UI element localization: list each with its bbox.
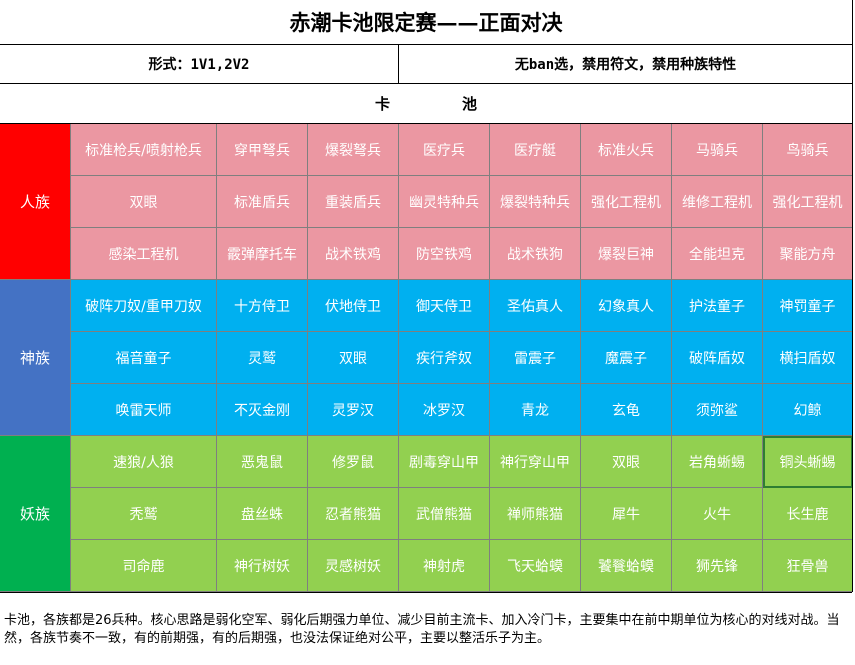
unit-cell[interactable]: 强化工程机 bbox=[581, 176, 672, 228]
unit-cell[interactable]: 唤雷天师 bbox=[71, 384, 217, 436]
race-block-demon: 妖族 速狼/人狼 恶鬼鼠 修罗鼠 剧毒穿山甲 神行穿山甲 双眼 岩角蜥蜴 铜头蜥蜴秃鹫 盘丝蛛 忍者… bbox=[0, 436, 853, 592]
unit-cell[interactable]: 幻象真人 bbox=[581, 280, 672, 332]
unit-cell[interactable]: 霰弹摩托车 bbox=[217, 228, 308, 280]
unit-cell[interactable]: 爆裂特种兵 bbox=[490, 176, 581, 228]
unit-cell[interactable]: 护法童子 bbox=[672, 280, 763, 332]
unit-cell[interactable]: 武僧熊猫 bbox=[399, 488, 490, 540]
unit-cell[interactable]: 青龙 bbox=[490, 384, 581, 436]
unit-cell[interactable]: 雷震子 bbox=[490, 332, 581, 384]
unit-cell[interactable]: 鸟骑兵 bbox=[763, 124, 853, 176]
pool-header-char-1: 卡 bbox=[374, 95, 390, 113]
unit-cell[interactable]: 医疗兵 bbox=[399, 124, 490, 176]
ban-rule: 无ban选，禁用符文，禁用种族特性 bbox=[514, 57, 737, 73]
unit-cell[interactable]: 医疗艇 bbox=[490, 124, 581, 176]
unit-cell[interactable]: 疾行斧奴 bbox=[399, 332, 490, 384]
unit-cell[interactable]: 神行树妖 bbox=[217, 540, 308, 592]
unit-cell[interactable]: 强化工程机 bbox=[763, 176, 853, 228]
unit-cell[interactable]: 幻鲸 bbox=[763, 384, 853, 436]
unit-cell[interactable]: 神行穿山甲 bbox=[490, 436, 581, 488]
unit-cell[interactable]: 全能坦克 bbox=[672, 228, 763, 280]
unit-cell[interactable]: 神射虎 bbox=[399, 540, 490, 592]
unit-cell[interactable]: 幽灵特种兵 bbox=[399, 176, 490, 228]
unit-cell[interactable]: 灵罗汉 bbox=[308, 384, 399, 436]
unit-cell[interactable]: 穿甲弩兵 bbox=[217, 124, 308, 176]
unit-cell[interactable]: 伏地侍卫 bbox=[308, 280, 399, 332]
unit-cell[interactable]: 饕餮蛤蟆 bbox=[581, 540, 672, 592]
unit-cell[interactable]: 狂骨兽 bbox=[763, 540, 853, 592]
unit-cell[interactable]: 盘丝蛛 bbox=[217, 488, 308, 540]
unit-cell[interactable]: 标准盾兵 bbox=[217, 176, 308, 228]
unit-cell[interactable]: 犀牛 bbox=[581, 488, 672, 540]
unit-cell[interactable]: 横扫盾奴 bbox=[763, 332, 853, 384]
race-label-human[interactable]: 人族 bbox=[0, 124, 71, 280]
pool-header-char-2: 池 bbox=[462, 95, 478, 113]
format-rule: 形式：1V1,2V2 bbox=[0, 45, 399, 83]
unit-cell[interactable]: 重装盾兵 bbox=[308, 176, 399, 228]
unit-cell[interactable]: 灵鹫 bbox=[217, 332, 308, 384]
unit-cell[interactable]: 防空铁鸡 bbox=[399, 228, 490, 280]
unit-cell[interactable]: 司命鹿 bbox=[71, 540, 217, 592]
unit-cell[interactable]: 飞天蛤蟆 bbox=[490, 540, 581, 592]
card-pool-header: 卡 池 bbox=[0, 84, 852, 124]
unit-cell[interactable]: 速狼/人狼 bbox=[71, 436, 217, 488]
unit-cell[interactable]: 战术铁鸡 bbox=[308, 228, 399, 280]
unit-cell[interactable]: 双眼 bbox=[308, 332, 399, 384]
unit-cell[interactable]: 须弥鲨 bbox=[672, 384, 763, 436]
unit-cell[interactable]: 圣佑真人 bbox=[490, 280, 581, 332]
unit-cell[interactable]: 铜头蜥蜴 bbox=[763, 436, 853, 488]
unit-cell[interactable]: 禅师熊猫 bbox=[490, 488, 581, 540]
race-block-human: 人族 标准枪兵/喷射枪兵 穿甲弩兵 爆裂弩兵 医疗兵 医疗艇 标准火兵 马骑兵 鸟骑兵双眼 标准盾… bbox=[0, 124, 853, 280]
unit-cell[interactable]: 聚能方舟 bbox=[763, 228, 853, 280]
unit-cell[interactable]: 修罗鼠 bbox=[308, 436, 399, 488]
unit-cell[interactable]: 不灭金刚 bbox=[217, 384, 308, 436]
unit-cell[interactable]: 破阵刀奴/重甲刀奴 bbox=[71, 280, 217, 332]
unit-cell[interactable]: 岩角蜥蜴 bbox=[672, 436, 763, 488]
unit-cell[interactable]: 秃鹫 bbox=[71, 488, 217, 540]
unit-cell[interactable]: 双眼 bbox=[581, 436, 672, 488]
unit-cell[interactable]: 福音童子 bbox=[71, 332, 217, 384]
unit-cell[interactable]: 爆裂弩兵 bbox=[308, 124, 399, 176]
unit-cell[interactable]: 冰罗汉 bbox=[399, 384, 490, 436]
unit-cell[interactable]: 玄龟 bbox=[581, 384, 672, 436]
unit-cell[interactable]: 标准火兵 bbox=[581, 124, 672, 176]
unit-cell[interactable]: 御天侍卫 bbox=[399, 280, 490, 332]
unit-cell[interactable]: 维修工程机 bbox=[672, 176, 763, 228]
unit-cell[interactable]: 战术铁狗 bbox=[490, 228, 581, 280]
unit-cell[interactable]: 感染工程机 bbox=[71, 228, 217, 280]
unit-cell[interactable]: 魔震子 bbox=[581, 332, 672, 384]
unit-cell[interactable]: 忍者熊猫 bbox=[308, 488, 399, 540]
unit-cell[interactable]: 爆裂巨神 bbox=[581, 228, 672, 280]
unit-cell[interactable]: 破阵盾奴 bbox=[672, 332, 763, 384]
unit-cell[interactable]: 火牛 bbox=[672, 488, 763, 540]
unit-cell[interactable]: 十方侍卫 bbox=[217, 280, 308, 332]
unit-cell[interactable]: 狮先锋 bbox=[672, 540, 763, 592]
unit-cell[interactable]: 双眼 bbox=[71, 176, 217, 228]
page-title: 赤潮卡池限定赛——正面对决 bbox=[0, 0, 852, 45]
unit-cell[interactable]: 标准枪兵/喷射枪兵 bbox=[71, 124, 217, 176]
rules-row: 形式：1V1,2V2 无ban选，禁用符文，禁用种族特性 bbox=[0, 45, 852, 84]
race-block-god: 神族 破阵刀奴/重甲刀奴 十方侍卫 伏地侍卫 御天侍卫 圣佑真人 幻象真人 护法童子 神罚童子福… bbox=[0, 280, 853, 436]
unit-cell[interactable]: 恶鬼鼠 bbox=[217, 436, 308, 488]
unit-cell[interactable]: 神罚童子 bbox=[763, 280, 853, 332]
unit-cell[interactable]: 剧毒穿山甲 bbox=[399, 436, 490, 488]
footer-note: 卡池，各族都是26兵种。核心思路是弱化空军、弱化后期强力单位、减少目前主流卡、加… bbox=[0, 592, 852, 665]
unit-cell[interactable]: 灵感树妖 bbox=[308, 540, 399, 592]
unit-cell[interactable]: 长生鹿 bbox=[763, 488, 853, 540]
race-label-god[interactable]: 神族 bbox=[0, 280, 71, 436]
unit-cell[interactable]: 马骑兵 bbox=[672, 124, 763, 176]
race-label-demon[interactable]: 妖族 bbox=[0, 436, 71, 592]
table-right-border bbox=[852, 0, 853, 592]
